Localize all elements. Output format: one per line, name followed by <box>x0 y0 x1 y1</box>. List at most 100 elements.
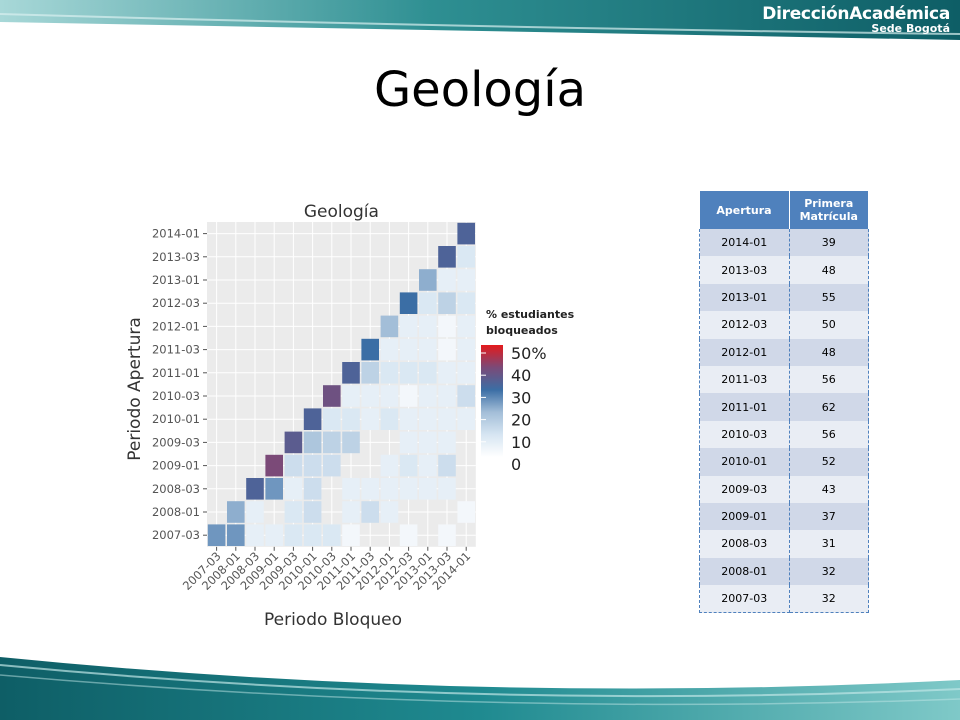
y-tick-label: 2014-01 <box>152 227 200 241</box>
heatmap-cell <box>399 431 418 454</box>
heatmap-cell <box>284 431 303 454</box>
heatmap-cell <box>265 478 283 500</box>
cell-primera-matricula: 32 <box>788 585 869 614</box>
heatmap-cell <box>380 501 399 523</box>
table-row: 2009-03 43 <box>699 475 869 503</box>
cell-primera-matricula: 48 <box>788 338 869 366</box>
legend-title-line2: bloqueados <box>486 324 558 337</box>
heatmap-cell <box>419 362 437 384</box>
heatmap-cell <box>438 269 456 291</box>
table-row: 2011-01 62 <box>699 393 869 421</box>
slide-title: Geología <box>373 62 586 118</box>
enrollment-table-wrap: Apertura Primera Matrícula 2014-01 39 2013… <box>699 191 869 614</box>
heatmap-cell <box>342 478 360 500</box>
cell-apertura: 2008-03 <box>699 530 790 558</box>
heatmap-cell <box>419 454 437 477</box>
chart-title: Geología <box>304 202 379 222</box>
y-tick-label: 2013-01 <box>152 273 200 287</box>
header-band <box>0 0 960 40</box>
heatmap-cell <box>342 408 360 430</box>
heatmap-svg: 2007-032007-032008-012008-012008-032008-… <box>125 202 575 630</box>
cell-apertura: 2011-03 <box>699 365 790 394</box>
logo-line-2: Sede Bogotá <box>871 22 950 35</box>
heatmap-cell <box>284 454 303 477</box>
legend-label: 20 <box>511 411 531 430</box>
heatmap-cell <box>457 338 475 361</box>
heatmap-cell <box>457 222 475 245</box>
heatmap-cell <box>303 478 322 500</box>
legend-label: 30 <box>511 388 531 407</box>
heatmap-cell <box>419 478 437 500</box>
legend-label: 50% <box>511 344 547 363</box>
heatmap-cell <box>361 362 379 384</box>
heatmap-cell <box>323 385 341 407</box>
heatmap-cell <box>438 524 456 546</box>
cell-primera-matricula: 43 <box>788 475 869 503</box>
heatmap-cell <box>342 524 360 546</box>
cell-apertura: 2013-01 <box>699 283 790 312</box>
table-row: 2008-03 31 <box>699 530 869 558</box>
legend-colorbar <box>481 345 503 457</box>
heatmap-cell <box>207 524 226 546</box>
heatmap-cell <box>227 524 245 546</box>
heatmap-cell <box>419 385 437 407</box>
heatmap-cell <box>361 478 379 500</box>
heatmap-cell <box>399 454 418 477</box>
cell-primera-matricula: 52 <box>788 448 869 476</box>
y-tick-label: 2009-01 <box>152 459 200 473</box>
footer-band <box>0 657 960 720</box>
heatmap-cell <box>323 454 341 477</box>
cell-primera-matricula: 39 <box>788 229 869 257</box>
table-row: 2012-03 50 <box>699 311 869 339</box>
cell-primera-matricula: 62 <box>788 393 869 421</box>
y-axis-title: Periodo Apertura <box>125 317 145 461</box>
cell-primera-matricula: 48 <box>788 256 869 284</box>
heatmap-cell <box>438 246 456 268</box>
logo-line-1: DirecciónAcadémica <box>762 4 950 24</box>
cell-apertura: 2008-01 <box>699 557 790 586</box>
heatmap-cell <box>457 408 475 430</box>
heatmap-cell <box>457 246 475 268</box>
heatmap-cell <box>419 269 437 291</box>
heatmap-cell <box>303 408 322 430</box>
cell-apertura: 2011-01 <box>699 393 790 421</box>
heatmap-cell <box>399 292 418 314</box>
heatmap-cell <box>399 478 418 500</box>
heatmap-cell <box>380 408 399 430</box>
heatmap-cell <box>419 338 437 361</box>
heatmap-cell <box>303 501 322 523</box>
heatmap-cell <box>419 431 437 454</box>
legend-title-line1: % estudiantes <box>486 308 575 321</box>
y-tick-label: 2011-01 <box>152 366 200 380</box>
heatmap-cell <box>399 385 418 407</box>
y-tick-label: 2010-03 <box>152 389 200 403</box>
heatmap-cell <box>361 385 379 407</box>
table-row: 2013-01 55 <box>699 283 869 312</box>
heatmap-cell <box>419 408 437 430</box>
heatmap-cell <box>361 501 379 523</box>
table-row: 2007-03 32 <box>699 585 869 614</box>
legend-label: 40 <box>511 366 531 385</box>
heatmap-cell <box>380 338 399 361</box>
heatmap-cell <box>342 385 360 407</box>
heatmap-cell <box>303 431 322 454</box>
heatmap-cell <box>438 431 456 454</box>
heatmap-cell <box>361 408 379 430</box>
heatmap-cell <box>399 524 418 546</box>
heatmap-cell <box>265 524 283 546</box>
y-tick-label: 2008-01 <box>152 505 200 519</box>
heatmap-cell <box>457 501 475 523</box>
heatmap-cell <box>399 362 418 384</box>
heatmap-cell <box>419 292 437 314</box>
heatmap-cell <box>438 385 456 407</box>
heatmap-cell <box>323 524 341 546</box>
heatmap-chart: 2007-03 2007-03 2008-01 2008-01 2008-03 2008-… <box>120 195 590 640</box>
cell-apertura: 2007-03 <box>699 585 790 614</box>
heatmap-cell <box>438 454 456 477</box>
legend-label: 10 <box>511 433 531 452</box>
heatmap-cell <box>284 524 303 546</box>
heatmap-cell <box>438 315 456 338</box>
heatmap-cell <box>380 362 399 384</box>
heatmap-cell <box>399 315 418 338</box>
header-primera-matricula: Primera Matrícula <box>789 191 869 229</box>
